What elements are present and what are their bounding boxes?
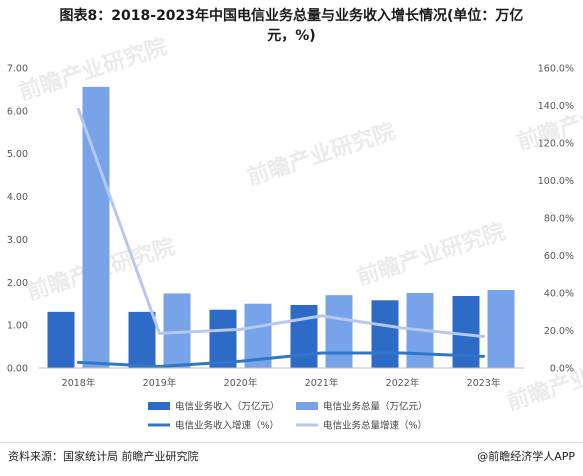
y-right-tick-label: 80.0% (544, 214, 574, 225)
y-right-tick-label: 140.0% (538, 101, 574, 112)
y-right-tick-label: 40.0% (544, 289, 574, 300)
bar-volume-3 (325, 295, 353, 368)
x-tick-label: 2020年 (224, 377, 258, 389)
legend-label: 电信业务收入（万亿元） (175, 401, 280, 413)
bar-revenue-4 (371, 300, 399, 368)
y-right-tick-label: 160.0% (538, 64, 574, 75)
legend-label: 电信业务总量（万亿元） (323, 401, 428, 413)
y-left-tick-label: 7.00 (7, 64, 28, 75)
bars-layer (47, 86, 515, 368)
x-tick-label: 2023年 (467, 377, 501, 389)
y-right-tick-label: 120.0% (538, 139, 574, 150)
watermark-text: 前瞻产业研究院 (244, 118, 399, 190)
bar-revenue-3 (290, 305, 318, 368)
legend-label: 电信业务总量增速（%） (323, 420, 427, 432)
footer-divider (0, 442, 583, 443)
watermark-text: 前瞻产业研究院 (504, 343, 583, 415)
source-note: 资料来源：国家统计局 前瞻产业研究院 (8, 450, 199, 463)
y-left-tick-label: 4.00 (7, 192, 28, 203)
x-tick-label: 2018年 (62, 377, 96, 389)
chart-title: 图表8：2018-2023年中国电信业务总量与业务收入增长情况(单位：万亿 元，… (0, 6, 583, 46)
watermark-text: 前瞻产业研究院 (354, 218, 509, 290)
bar-revenue-1 (128, 311, 156, 368)
lines-layer (77, 107, 485, 368)
y-left-tick-label: 3.00 (7, 235, 28, 246)
x-tick-label: 2019年 (143, 377, 177, 389)
x-tick-label: 2021年 (305, 377, 339, 389)
y-right-tick-label: 20.0% (544, 326, 574, 337)
legend-swatch (148, 402, 170, 410)
y-right-tick-label: 60.0% (544, 251, 574, 262)
y-left-tick-label: 5.00 (7, 149, 28, 160)
legend-swatch (296, 402, 318, 410)
y-left-tick-label: 6.00 (7, 106, 28, 117)
y-left-tick-label: 2.00 (7, 278, 28, 289)
bar-revenue-0 (47, 311, 75, 368)
combo-chart: 前瞻产业研究院前瞻产业研究院前瞻产业研究院前瞻产业研究院前瞻产业研究院前瞻产业研… (7, 33, 583, 432)
line-volume-growth (77, 107, 485, 338)
axes-layer: 0.00 1.00 2.00 3.00 4.00 5.00 6.00 7.00 0.0% 20.0… (7, 64, 574, 390)
line-revenue-growth (77, 351, 485, 368)
legend-label: 电信业务收入增速（%） (175, 420, 279, 432)
footer: 资料来源：国家统计局 前瞻产业研究院 @前瞻经济学人APP (8, 448, 575, 466)
y-left-tick-label: 1.00 (7, 321, 28, 332)
brand-credit: @前瞻经济学人APP (477, 450, 575, 463)
y-right-tick-label: 0.0% (550, 364, 574, 375)
x-tick-label: 2022年 (386, 377, 420, 389)
y-left-tick-label: 0.00 (7, 364, 28, 375)
bar-revenue-2 (209, 309, 237, 368)
chart-title-line-2: 元，%) (267, 28, 316, 44)
y-right-tick-label: 100.0% (538, 176, 574, 187)
bar-volume-5 (487, 290, 515, 368)
chart-title-line-1: 图表8：2018-2023年中国电信业务总量与业务收入增长情况(单位：万亿 (59, 8, 524, 24)
legend: 电信业务收入（万亿元） 电信业务总量（万亿元） 电信业务收入增速（%） 电信业务总量增… (148, 401, 428, 432)
